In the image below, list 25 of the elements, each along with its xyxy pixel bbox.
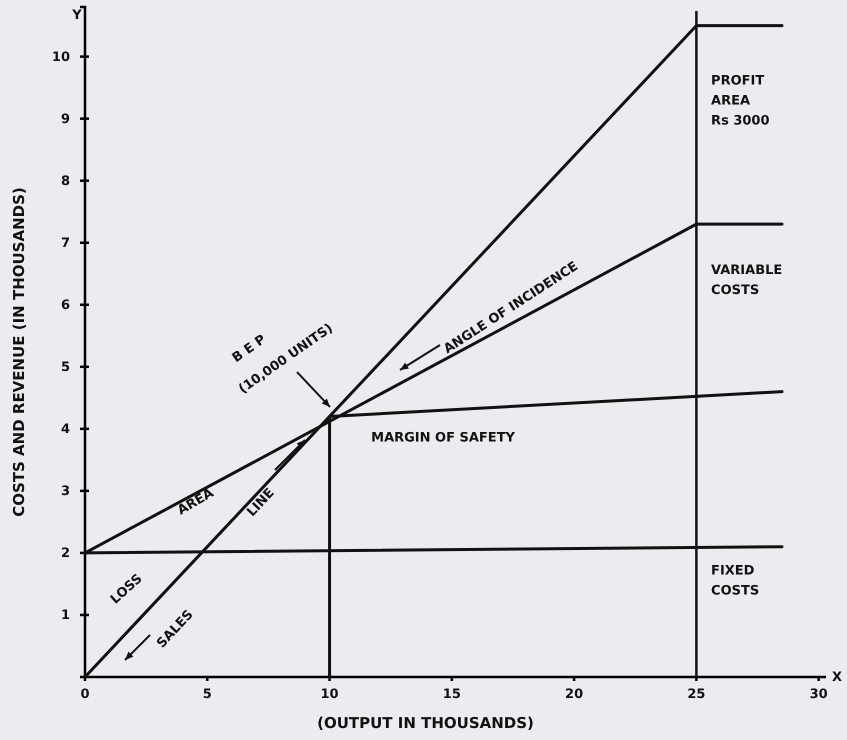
y-tick-label: 10 [52, 50, 70, 65]
annotation: MARGIN OF SAFETY [371, 430, 516, 446]
x-tick-label: 15 [442, 687, 461, 702]
y-axis-title: COSTS AND REVENUE (IN THOUSANDS) [10, 187, 28, 517]
x-axis-title: (OUTPUT IN THOUSANDS) [317, 714, 534, 732]
x-tick-label: 30 [810, 687, 828, 702]
y-tick-label: 7 [60, 236, 70, 251]
x-tick-label: 10 [320, 687, 339, 702]
x-tick-label: 5 [202, 687, 212, 702]
y-tick-label: 2 [60, 546, 70, 562]
y-tick-label: 1 [60, 608, 70, 624]
y-tick-label: 6 [60, 298, 70, 313]
x-tick-label: 0 [80, 687, 90, 702]
y-tick-label: 4 [60, 422, 70, 438]
annotation: FIXED COSTS [711, 564, 760, 599]
text: Y [71, 8, 82, 23]
x-tick-label: 25 [687, 687, 706, 702]
annotation: VARIABLE COSTS [711, 262, 782, 298]
x-tick-label: 20 [565, 687, 584, 702]
y-tick-label: 3 [60, 484, 70, 500]
y-tick-label: 9 [60, 112, 70, 127]
text: X [832, 670, 842, 685]
y-tick-label: 5 [60, 360, 70, 375]
y-tick-label: 8 [60, 174, 70, 189]
annotation: PROFIT AREA Rs 3000 [711, 74, 770, 129]
